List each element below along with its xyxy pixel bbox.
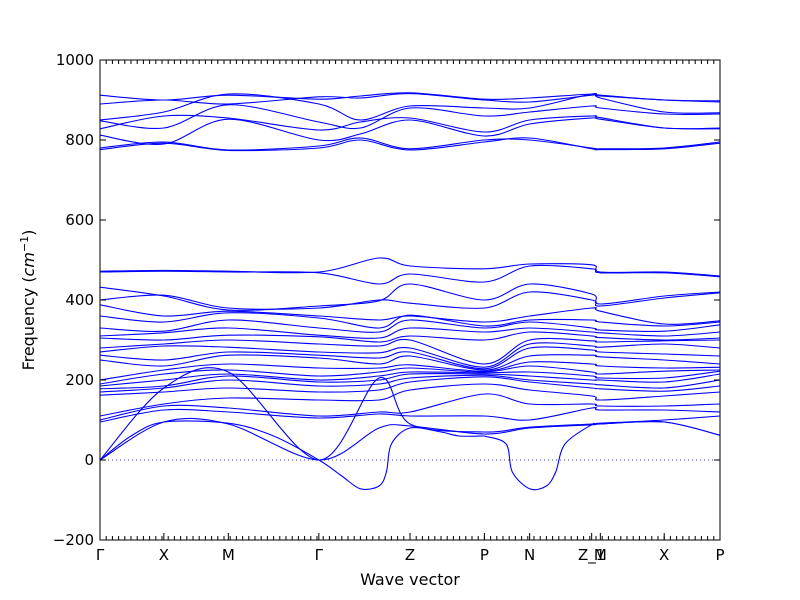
y-axis-label: Frequency (cm−1) xyxy=(18,230,39,371)
band-line-9 xyxy=(100,257,720,277)
y-tick-label: 200 xyxy=(65,371,94,389)
band-line-18 xyxy=(100,337,720,365)
kpoint-label: P xyxy=(480,546,489,564)
y-tick-label: 0 xyxy=(84,451,94,469)
band-line-27 xyxy=(100,376,720,396)
y-tick-label: 1000 xyxy=(56,51,94,69)
band-line-8 xyxy=(100,137,720,152)
band-line-15 xyxy=(100,319,720,333)
band-line-13 xyxy=(100,304,720,325)
kpoint-label: Γ xyxy=(315,546,324,564)
band-line-5 xyxy=(100,114,720,133)
kpoint-label: N xyxy=(524,546,535,564)
y-tick-label: −200 xyxy=(53,531,94,549)
band-line-30 xyxy=(100,407,720,423)
band-line-25 xyxy=(100,372,720,390)
band-line-17 xyxy=(100,331,720,343)
y-tick-label: 800 xyxy=(65,131,94,149)
band-line-20 xyxy=(100,346,720,370)
kpoint-label: Z_1 xyxy=(578,546,605,565)
kpoint-label: X xyxy=(659,546,669,564)
band-line-28 xyxy=(100,383,720,417)
y-axis-ticks: −200 0 200 400 600 800 1000 xyxy=(53,51,720,549)
band-line-29 xyxy=(100,393,720,421)
phonon-bands xyxy=(100,92,720,491)
x-axis-ticks: Γ X M Γ Z P N Z_1M X P xyxy=(96,60,725,565)
band-line-4 xyxy=(100,104,720,130)
band-line-7 xyxy=(100,137,720,151)
y-tick-label: 400 xyxy=(65,291,94,309)
band-line-10 xyxy=(100,264,720,285)
band-line-32 xyxy=(100,417,720,461)
kpoint-label: Γ xyxy=(96,546,105,564)
band-line-19 xyxy=(100,342,720,368)
band-line-33 xyxy=(100,420,485,490)
kpoint-label: X xyxy=(159,546,169,564)
kpoint-label: P xyxy=(715,546,724,564)
kpoint-label: M xyxy=(222,546,235,564)
band-line-14 xyxy=(100,312,720,329)
band-line-21 xyxy=(100,354,720,371)
band-line-6 xyxy=(100,117,720,145)
band-line-16 xyxy=(100,327,720,339)
kpoint-label: Z xyxy=(405,546,415,564)
band-line-23 xyxy=(100,365,720,385)
band-line-12 xyxy=(100,291,720,310)
y-tick-label: 600 xyxy=(65,211,94,229)
band-line-31 xyxy=(100,367,720,461)
band-line-22 xyxy=(100,361,720,381)
band-line-26 xyxy=(100,374,720,393)
band-line-3 xyxy=(100,92,720,121)
x-axis-label: Wave vector xyxy=(360,570,460,589)
band-line-11 xyxy=(100,283,720,311)
kpoint-label: M xyxy=(594,546,607,564)
band-line-34 xyxy=(484,420,720,491)
band-line-24 xyxy=(100,370,720,387)
band-line-2 xyxy=(100,93,720,105)
